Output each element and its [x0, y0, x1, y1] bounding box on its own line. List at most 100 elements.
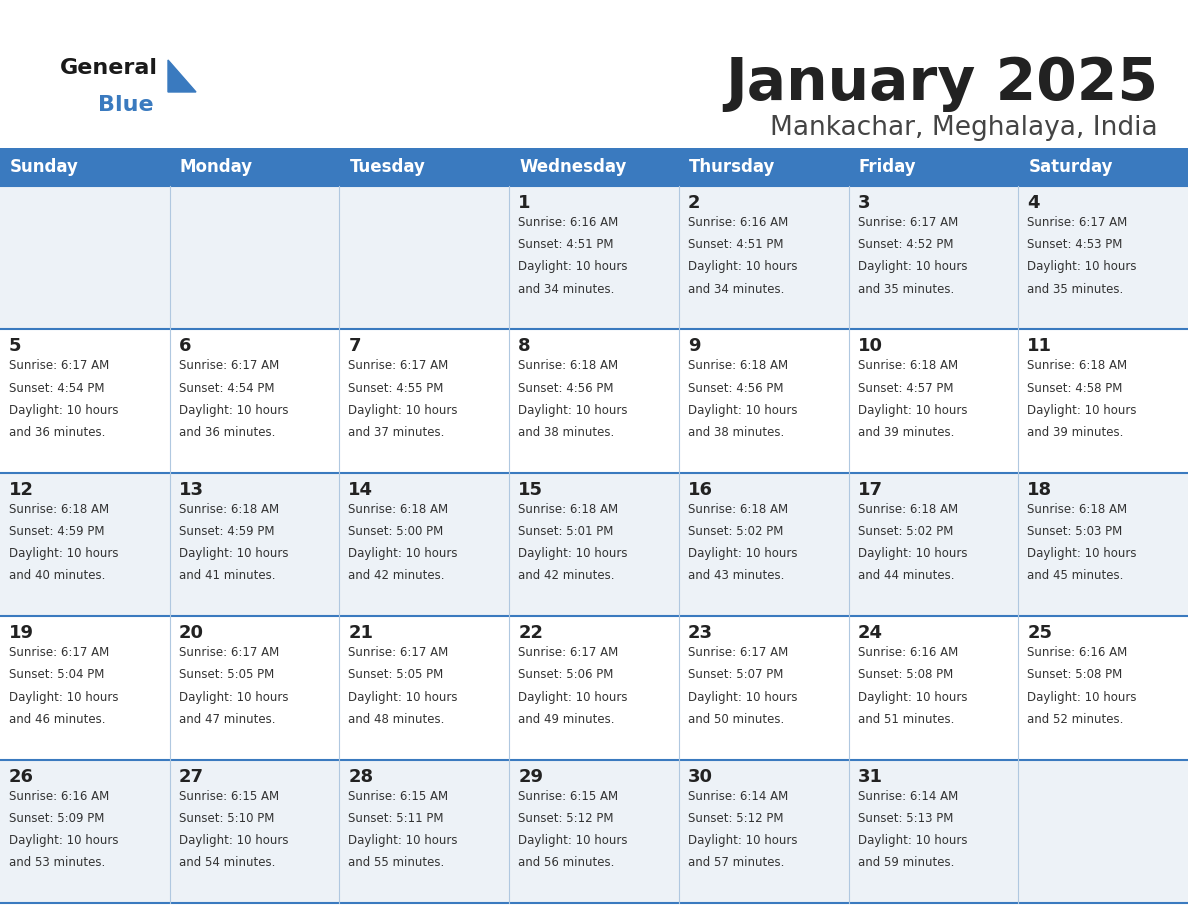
- Text: 10: 10: [858, 338, 883, 355]
- Text: Daylight: 10 hours: Daylight: 10 hours: [518, 690, 627, 704]
- Text: 1: 1: [518, 194, 531, 212]
- Text: Daylight: 10 hours: Daylight: 10 hours: [688, 261, 797, 274]
- Text: Daylight: 10 hours: Daylight: 10 hours: [518, 547, 627, 560]
- Text: Sunrise: 6:15 AM: Sunrise: 6:15 AM: [178, 789, 279, 802]
- Text: Sunset: 5:11 PM: Sunset: 5:11 PM: [348, 812, 444, 825]
- Text: Sunset: 5:12 PM: Sunset: 5:12 PM: [688, 812, 783, 825]
- Text: 21: 21: [348, 624, 373, 643]
- Text: and 38 minutes.: and 38 minutes.: [688, 426, 784, 439]
- Text: Sunrise: 6:14 AM: Sunrise: 6:14 AM: [688, 789, 788, 802]
- Text: Sunrise: 6:16 AM: Sunrise: 6:16 AM: [10, 789, 109, 802]
- Text: 30: 30: [688, 767, 713, 786]
- Text: Sunrise: 6:18 AM: Sunrise: 6:18 AM: [688, 503, 788, 516]
- Text: Sunset: 5:08 PM: Sunset: 5:08 PM: [1028, 668, 1123, 681]
- Text: Daylight: 10 hours: Daylight: 10 hours: [858, 404, 967, 417]
- Text: Daylight: 10 hours: Daylight: 10 hours: [348, 404, 457, 417]
- Text: Monday: Monday: [179, 158, 253, 176]
- Text: 28: 28: [348, 767, 373, 786]
- Text: Daylight: 10 hours: Daylight: 10 hours: [10, 547, 119, 560]
- Text: Friday: Friday: [859, 158, 916, 176]
- Text: Sunset: 4:51 PM: Sunset: 4:51 PM: [518, 239, 614, 252]
- Text: Sunset: 5:12 PM: Sunset: 5:12 PM: [518, 812, 614, 825]
- Text: and 34 minutes.: and 34 minutes.: [518, 283, 614, 296]
- Text: 9: 9: [688, 338, 701, 355]
- Text: Sunrise: 6:18 AM: Sunrise: 6:18 AM: [1028, 360, 1127, 373]
- Bar: [0, 759, 1188, 903]
- Text: Sunset: 4:56 PM: Sunset: 4:56 PM: [518, 382, 614, 395]
- Text: Daylight: 10 hours: Daylight: 10 hours: [178, 547, 289, 560]
- Text: and 46 minutes.: and 46 minutes.: [10, 713, 106, 726]
- Polygon shape: [168, 60, 196, 92]
- Text: Sunrise: 6:15 AM: Sunrise: 6:15 AM: [348, 789, 449, 802]
- Text: Sunrise: 6:17 AM: Sunrise: 6:17 AM: [348, 360, 449, 373]
- Text: Daylight: 10 hours: Daylight: 10 hours: [858, 547, 967, 560]
- Text: and 35 minutes.: and 35 minutes.: [858, 283, 954, 296]
- Text: Sunset: 5:05 PM: Sunset: 5:05 PM: [178, 668, 274, 681]
- Text: Sunrise: 6:18 AM: Sunrise: 6:18 AM: [518, 503, 618, 516]
- Text: Sunset: 4:54 PM: Sunset: 4:54 PM: [178, 382, 274, 395]
- Text: Sunrise: 6:17 AM: Sunrise: 6:17 AM: [10, 646, 109, 659]
- Text: Sunset: 5:10 PM: Sunset: 5:10 PM: [178, 812, 274, 825]
- Text: Sunset: 4:51 PM: Sunset: 4:51 PM: [688, 239, 783, 252]
- Text: Sunrise: 6:17 AM: Sunrise: 6:17 AM: [178, 360, 279, 373]
- Text: 17: 17: [858, 481, 883, 498]
- Text: Sunrise: 6:18 AM: Sunrise: 6:18 AM: [518, 360, 618, 373]
- Text: Sunset: 4:54 PM: Sunset: 4:54 PM: [10, 382, 105, 395]
- Text: and 54 minutes.: and 54 minutes.: [178, 856, 276, 869]
- Text: Daylight: 10 hours: Daylight: 10 hours: [518, 261, 627, 274]
- Text: 13: 13: [178, 481, 203, 498]
- Text: 18: 18: [1028, 481, 1053, 498]
- Text: Sunrise: 6:16 AM: Sunrise: 6:16 AM: [858, 646, 958, 659]
- Text: Sunset: 5:00 PM: Sunset: 5:00 PM: [348, 525, 443, 538]
- Text: 15: 15: [518, 481, 543, 498]
- Text: 14: 14: [348, 481, 373, 498]
- Text: Sunrise: 6:16 AM: Sunrise: 6:16 AM: [518, 216, 619, 229]
- Text: Sunset: 4:52 PM: Sunset: 4:52 PM: [858, 239, 953, 252]
- Text: Saturday: Saturday: [1029, 158, 1113, 176]
- Text: Sunrise: 6:18 AM: Sunrise: 6:18 AM: [178, 503, 279, 516]
- Text: and 43 minutes.: and 43 minutes.: [688, 569, 784, 583]
- Text: Sunrise: 6:16 AM: Sunrise: 6:16 AM: [1028, 646, 1127, 659]
- Text: 24: 24: [858, 624, 883, 643]
- Text: Sunset: 5:13 PM: Sunset: 5:13 PM: [858, 812, 953, 825]
- Text: Daylight: 10 hours: Daylight: 10 hours: [178, 834, 289, 847]
- Text: Sunset: 4:57 PM: Sunset: 4:57 PM: [858, 382, 953, 395]
- Text: 16: 16: [688, 481, 713, 498]
- Text: and 36 minutes.: and 36 minutes.: [10, 426, 106, 439]
- Text: Sunset: 5:09 PM: Sunset: 5:09 PM: [10, 812, 105, 825]
- Text: and 38 minutes.: and 38 minutes.: [518, 426, 614, 439]
- Text: Sunrise: 6:17 AM: Sunrise: 6:17 AM: [178, 646, 279, 659]
- Text: 6: 6: [178, 338, 191, 355]
- Text: and 44 minutes.: and 44 minutes.: [858, 569, 954, 583]
- Text: 7: 7: [348, 338, 361, 355]
- Text: Daylight: 10 hours: Daylight: 10 hours: [10, 834, 119, 847]
- Text: and 52 minutes.: and 52 minutes.: [1028, 713, 1124, 726]
- Text: and 59 minutes.: and 59 minutes.: [858, 856, 954, 869]
- Text: 19: 19: [10, 624, 34, 643]
- Text: Sunset: 5:05 PM: Sunset: 5:05 PM: [348, 668, 443, 681]
- Text: Sunset: 5:06 PM: Sunset: 5:06 PM: [518, 668, 613, 681]
- Text: Daylight: 10 hours: Daylight: 10 hours: [10, 404, 119, 417]
- Bar: [0, 330, 1188, 473]
- Text: and 35 minutes.: and 35 minutes.: [1028, 283, 1124, 296]
- Text: Daylight: 10 hours: Daylight: 10 hours: [348, 690, 457, 704]
- Text: and 55 minutes.: and 55 minutes.: [348, 856, 444, 869]
- Text: and 50 minutes.: and 50 minutes.: [688, 713, 784, 726]
- Text: and 51 minutes.: and 51 minutes.: [858, 713, 954, 726]
- Text: 23: 23: [688, 624, 713, 643]
- Text: Sunrise: 6:18 AM: Sunrise: 6:18 AM: [1028, 503, 1127, 516]
- Text: Daylight: 10 hours: Daylight: 10 hours: [688, 404, 797, 417]
- Text: 3: 3: [858, 194, 870, 212]
- Text: Sunset: 5:04 PM: Sunset: 5:04 PM: [10, 668, 105, 681]
- Text: 25: 25: [1028, 624, 1053, 643]
- Text: Tuesday: Tuesday: [349, 158, 425, 176]
- Text: Sunset: 4:59 PM: Sunset: 4:59 PM: [178, 525, 274, 538]
- Text: Daylight: 10 hours: Daylight: 10 hours: [688, 690, 797, 704]
- Text: Daylight: 10 hours: Daylight: 10 hours: [348, 547, 457, 560]
- Text: 31: 31: [858, 767, 883, 786]
- Text: Daylight: 10 hours: Daylight: 10 hours: [348, 834, 457, 847]
- Bar: [0, 616, 1188, 759]
- Text: and 42 minutes.: and 42 minutes.: [348, 569, 446, 583]
- Text: Daylight: 10 hours: Daylight: 10 hours: [688, 547, 797, 560]
- Text: Sunset: 5:03 PM: Sunset: 5:03 PM: [1028, 525, 1123, 538]
